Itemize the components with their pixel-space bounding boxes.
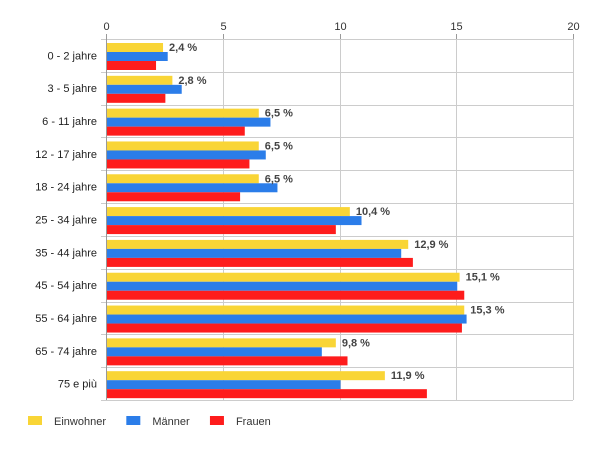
bar-einwohner-6 <box>107 239 409 249</box>
category-label: 65 - 74 jahre <box>35 346 97 358</box>
legend-label: Männer <box>152 416 190 428</box>
bar-frauen-9 <box>107 356 348 366</box>
data-label: 11,9 % <box>391 370 425 382</box>
bar-einwohner-1 <box>107 75 173 85</box>
bar-m-nner-1 <box>107 84 182 94</box>
bar-einwohner-3 <box>107 141 259 151</box>
bar-frauen-5 <box>107 225 336 235</box>
x-tick-label: 5 <box>220 21 226 33</box>
legend-swatch-m-nner <box>126 416 141 425</box>
category-label: 55 - 64 jahre <box>35 313 97 325</box>
legend-swatch-frauen <box>209 416 224 425</box>
bar-m-nner-6 <box>107 248 402 258</box>
bar-m-nner-9 <box>107 347 322 357</box>
category-label: 25 - 34 jahre <box>35 215 97 227</box>
bar-m-nner-7 <box>107 281 458 291</box>
data-label: 2,8 % <box>178 75 206 87</box>
bar-m-nner-5 <box>107 216 362 226</box>
data-label: 6,5 % <box>265 140 293 152</box>
legend-label: Einwohner <box>54 416 106 428</box>
category-label: 35 - 44 jahre <box>35 247 97 259</box>
data-label: 15,1 % <box>466 272 500 284</box>
bar-einwohner-10 <box>107 371 385 381</box>
x-tick-label: 20 <box>567 21 579 33</box>
bar-m-nner-8 <box>107 314 467 324</box>
category-label: 6 - 11 jahre <box>42 116 97 128</box>
bar-m-nner-3 <box>107 150 266 160</box>
bar-einwohner-5 <box>107 207 350 217</box>
bar-frauen-4 <box>107 192 241 202</box>
category-label: 45 - 54 jahre <box>35 280 97 292</box>
bar-einwohner-8 <box>107 305 465 315</box>
data-label: 15,3 % <box>470 305 504 317</box>
data-label: 6,5 % <box>265 173 293 185</box>
bar-einwohner-7 <box>107 272 460 282</box>
data-label: 2,4 % <box>169 42 197 54</box>
category-label: 0 - 2 jahre <box>47 50 97 62</box>
bar-frauen-3 <box>107 159 250 169</box>
category-label: 12 - 17 jahre <box>35 149 97 161</box>
data-label: 12,9 % <box>414 239 448 251</box>
bar-m-nner-2 <box>107 117 271 127</box>
category-label: 75 e più <box>58 379 97 391</box>
bar-m-nner-0 <box>107 52 168 61</box>
bar-frauen-7 <box>107 290 465 300</box>
category-label: 18 - 24 jahre <box>35 182 97 194</box>
bar-einwohner-0 <box>107 43 164 52</box>
bar-frauen-8 <box>107 323 462 333</box>
bar-frauen-10 <box>107 389 427 399</box>
data-label: 9,8 % <box>342 337 370 349</box>
bar-m-nner-10 <box>107 380 341 390</box>
bar-frauen-6 <box>107 257 413 267</box>
bar-m-nner-4 <box>107 183 278 193</box>
bar-frauen-1 <box>107 93 166 103</box>
category-label: 3 - 5 jahre <box>47 83 97 95</box>
bar-frauen-0 <box>107 61 157 70</box>
bar-frauen-2 <box>107 126 245 136</box>
bar-einwohner-2 <box>107 108 259 118</box>
legend-swatch-einwohner <box>28 416 42 425</box>
bar-einwohner-4 <box>107 174 259 184</box>
data-label: 10,4 % <box>356 206 390 218</box>
x-tick-label: 0 <box>103 21 109 33</box>
bar-einwohner-9 <box>107 338 336 348</box>
x-tick-label: 10 <box>334 21 346 33</box>
data-label: 6,5 % <box>265 108 293 120</box>
x-tick-label: 15 <box>450 21 462 33</box>
legend-label: Frauen <box>236 416 271 428</box>
